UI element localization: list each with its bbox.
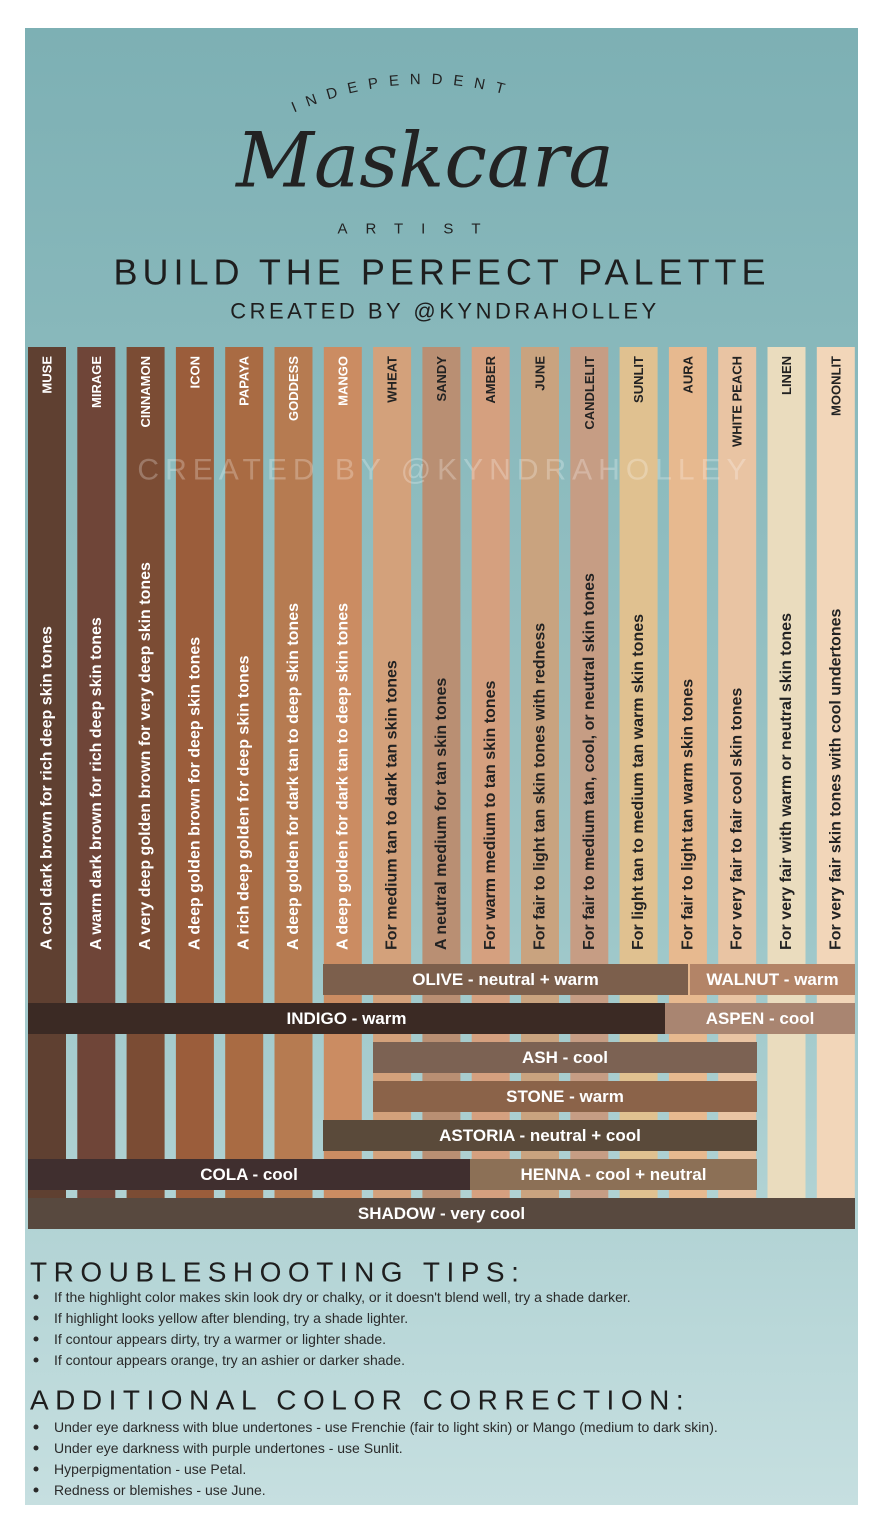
palette-bar — [28, 1003, 665, 1034]
tips: If the highlight color makes skin look d… — [33, 1289, 631, 1368]
shade-description: A cool dark brown for rich deep skin ton… — [39, 626, 56, 950]
palette-bar — [28, 1159, 470, 1190]
logo-sub: ARTIST — [337, 221, 498, 238]
title: BUILD THE PERFECT PALETTE — [113, 252, 770, 293]
logo: Maskcara — [234, 116, 614, 205]
palette-bar-label: STONE - warm — [506, 1087, 624, 1106]
shade-description: For light tan to medium tan warm skin to… — [630, 614, 647, 950]
shade-description: For warm medium to tan skin tones — [482, 681, 499, 950]
palette-bar-label: SHADOW - very cool — [358, 1204, 525, 1223]
palette-bar-label: WALNUT - warm — [706, 970, 838, 989]
shade-column — [816, 347, 855, 1200]
shade-description: For very fair to fair cool skin tones — [729, 688, 746, 950]
shade-description: For fair to light tan skin tones with re… — [532, 623, 549, 950]
palette-bar — [28, 1198, 855, 1229]
shade-name: WHITE PEACH — [730, 356, 745, 447]
bullet — [33, 1294, 39, 1300]
list-item: Under eye darkness with blue undertones … — [54, 1419, 718, 1435]
list-item: If contour appears orange, try an ashier… — [54, 1352, 405, 1368]
shade-column — [274, 347, 313, 1200]
bullet — [33, 1424, 39, 1430]
palette-bar-label: OLIVE - neutral + warm — [412, 970, 599, 989]
list-item: Hyperpigmentation - use Petal. — [54, 1461, 246, 1477]
shade-description: For very fair with warm or neutral skin … — [778, 613, 795, 950]
palette-bar-label: ASTORIA - neutral + cool — [439, 1126, 641, 1145]
shade-column — [225, 347, 264, 1200]
shade-name: WHEAT — [385, 356, 400, 403]
shade-name: MOONLIT — [828, 356, 843, 416]
columns: MUSE A cool dark brown for rich deep skin… — [28, 347, 855, 1200]
palette-bar — [323, 964, 688, 995]
shade-description: For fair to medium tan, cool, or neutral… — [581, 573, 598, 950]
shade-description: A very deep golden brown for very deep s… — [137, 562, 154, 950]
shade-name: LINEN — [779, 356, 794, 395]
shade-description: For medium tan to dark tan skin tones — [384, 660, 401, 950]
palette-bar — [373, 1042, 757, 1073]
list-item: If highlight looks yellow after blending… — [54, 1310, 408, 1326]
shade-description: A deep golden for dark tan to deep skin … — [285, 603, 302, 950]
palette-bar-label: HENNA - cool + neutral — [521, 1165, 707, 1184]
palette-bar-label: COLA - cool — [200, 1165, 298, 1184]
shade-description: A warm dark brown for rich deep skin ton… — [88, 617, 105, 950]
bullet — [33, 1336, 39, 1342]
palette-bar — [323, 1120, 757, 1151]
shade-description: A rich deep golden for deep skin tones — [236, 655, 253, 950]
shade-name: PAPAYA — [237, 355, 252, 405]
list-item: Under eye darkness with purple undertone… — [54, 1440, 403, 1456]
palette-bar — [690, 964, 855, 995]
palette-bar-label: INDIGO - warm — [287, 1009, 407, 1028]
watermark: CREATED BY @KYNDRAHOLLEY — [137, 454, 752, 487]
palette-bar — [470, 1159, 757, 1190]
shade-column — [126, 347, 165, 1200]
bullet — [33, 1466, 39, 1472]
shade-column — [175, 347, 214, 1200]
shade-description: A neutral medium for tan skin tones — [433, 678, 450, 950]
list-item: If the highlight color makes skin look d… — [54, 1289, 631, 1305]
shade-name: CANDLELIT — [582, 356, 597, 430]
shade-name: ICON — [187, 356, 202, 389]
shade-description: For fair to light tan warm skin tones — [679, 679, 696, 950]
shade-name: AMBER — [483, 355, 498, 403]
shade-name: AURA — [680, 355, 695, 393]
bars: OLIVE - neutral + warm WALNUT - warm INDIG… — [28, 964, 855, 1229]
list-item: If contour appears dirty, try a warmer o… — [54, 1331, 386, 1347]
shade-name: JUNE — [533, 356, 548, 391]
shade-name: GODDESS — [286, 356, 301, 421]
palette-bar-label: ASH - cool — [522, 1048, 608, 1067]
correction-list: Under eye darkness with blue undertones … — [33, 1419, 718, 1498]
shade-name: CINNAMON — [138, 356, 153, 428]
subtitle: CREATED BY @KYNDRAHOLLEY — [230, 299, 660, 324]
shade-column — [77, 347, 116, 1200]
list-item: Redness or blemishes - use June. — [54, 1482, 266, 1498]
shade-name: MUSE — [40, 356, 55, 394]
bullet — [33, 1487, 39, 1493]
correction-heading: ADDITIONAL COLOR CORRECTION: — [30, 1385, 690, 1416]
shade-column — [28, 347, 66, 1200]
shade-description: A deep golden brown for deep skin tones — [186, 637, 203, 950]
shade-name: SANDY — [434, 356, 449, 402]
shade-name: MANGO — [335, 356, 350, 406]
tips-heading: TROUBLESHOOTING TIPS: — [30, 1257, 525, 1288]
shade-name: MIRAGE — [89, 356, 104, 408]
shade-column — [767, 347, 806, 1200]
shade-column — [323, 347, 362, 1200]
bullet — [33, 1315, 39, 1321]
palette-bar — [665, 1003, 855, 1034]
bullet — [33, 1445, 39, 1451]
shade-description: A deep golden for dark tan to deep skin … — [334, 603, 351, 950]
shade-name: SUNLIT — [631, 356, 646, 403]
palette-bar — [373, 1081, 757, 1112]
palette-bar-label: ASPEN - cool — [706, 1009, 815, 1028]
shade-description: For very fair skin tones with cool under… — [827, 608, 844, 950]
bullet — [33, 1357, 39, 1363]
